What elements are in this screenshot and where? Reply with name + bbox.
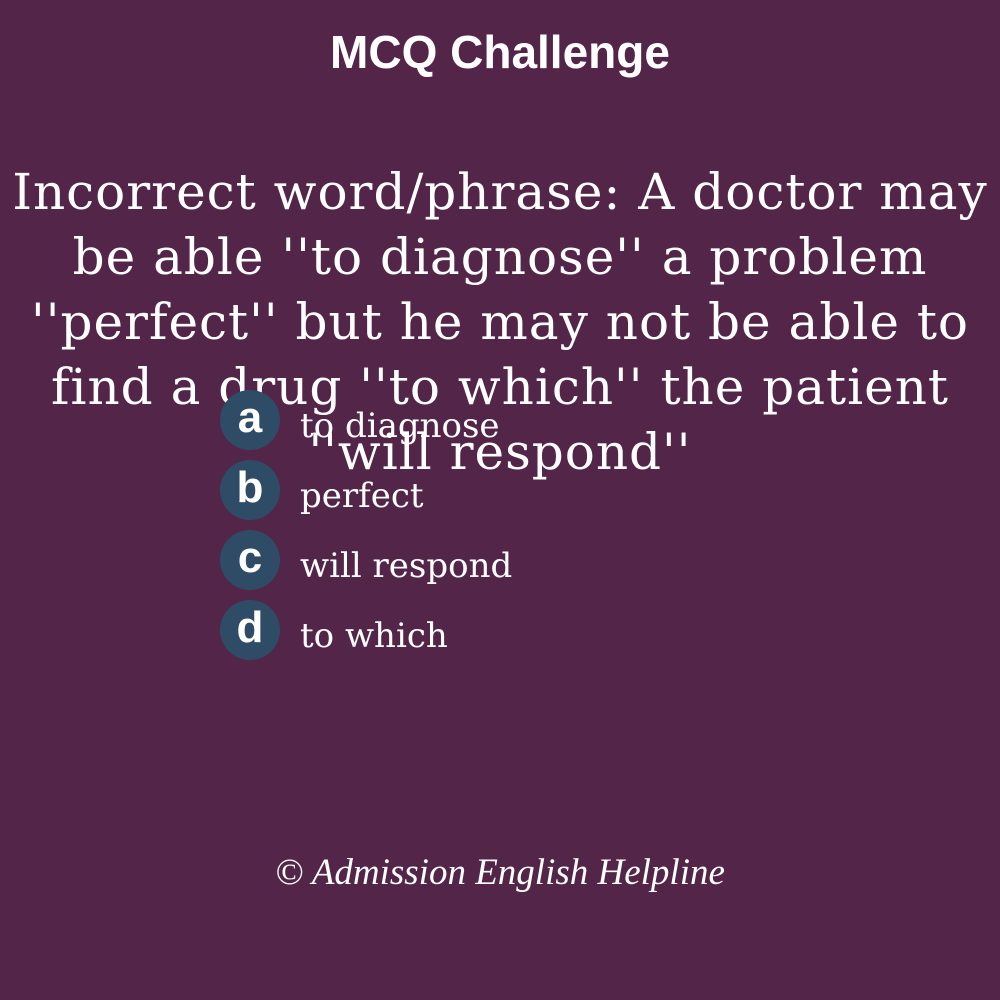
- page-title: MCQ Challenge: [330, 26, 670, 78]
- option-label: perfect: [300, 476, 424, 516]
- copyright-footer: © Admission English Helpline: [275, 852, 725, 893]
- option-letter-badge: a: [220, 390, 280, 450]
- option-label: will respond: [300, 546, 513, 586]
- option-letter-badge: d: [220, 600, 280, 660]
- question-text: Incorrect word/phrase: A doctor may be a…: [12, 163, 988, 481]
- option-a[interactable]: a to diagnose: [220, 390, 820, 450]
- options-list: a to diagnose b perfect c will respond d…: [220, 390, 820, 670]
- option-d[interactable]: d to which: [220, 600, 820, 660]
- option-letter-badge: c: [220, 530, 280, 590]
- option-label: to diagnose: [300, 406, 500, 446]
- option-b[interactable]: b perfect: [220, 460, 820, 520]
- option-label: to which: [300, 616, 448, 656]
- option-letter-badge: b: [220, 460, 280, 520]
- option-c[interactable]: c will respond: [220, 530, 820, 590]
